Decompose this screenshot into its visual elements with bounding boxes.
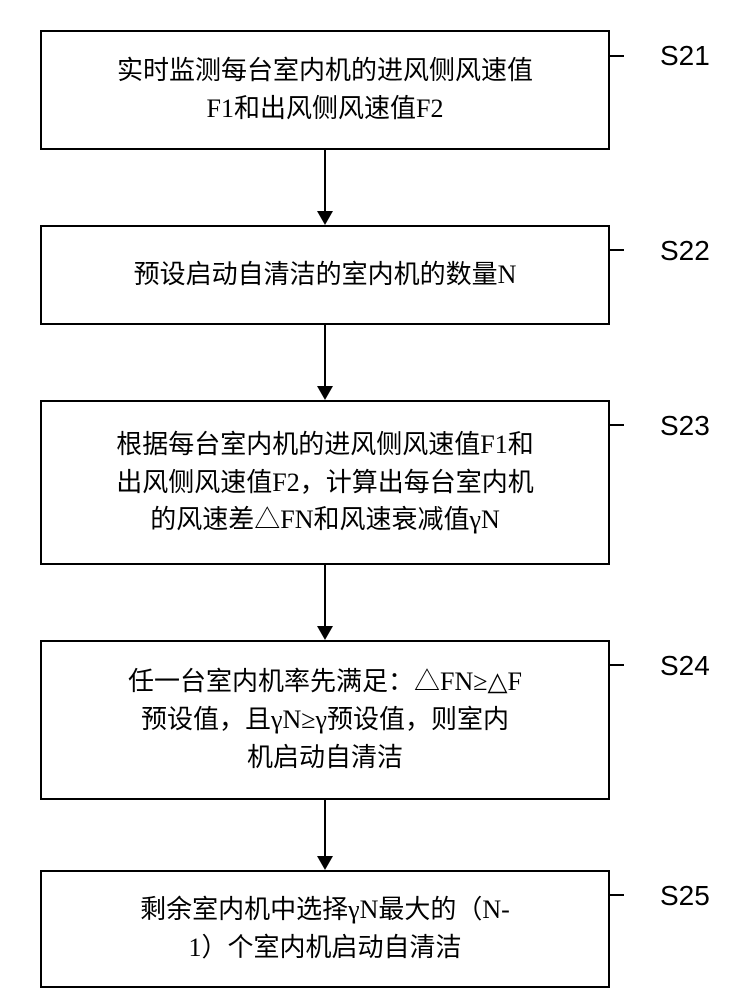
step-label-s25: S25 (660, 880, 710, 912)
label-tick (610, 894, 624, 896)
flow-node-s21: 实时监测每台室内机的进风侧风速值 F1和出风侧风速值F2 (40, 30, 610, 150)
step-label-s24: S24 (660, 650, 710, 682)
label-tick (610, 249, 624, 251)
arrow-line (324, 800, 326, 856)
label-tick (610, 55, 624, 57)
flow-node-text: 实时监测每台室内机的进风侧风速值 F1和出风侧风速值F2 (117, 52, 533, 127)
arrow-head-icon (317, 386, 333, 400)
flow-node-text: 剩余室内机中选择γN最大的（N- 1）个室内机启动自清洁 (140, 891, 510, 966)
flow-node-text: 预设启动自清洁的室内机的数量N (134, 256, 517, 294)
label-tick (610, 664, 624, 666)
flow-node-s23: 根据每台室内机的进风侧风速值F1和 出风侧风速值F2，计算出每台室内机 的风速差… (40, 400, 610, 565)
flow-node-s22: 预设启动自清洁的室内机的数量N (40, 225, 610, 325)
arrow-head-icon (317, 211, 333, 225)
flowchart-canvas: 实时监测每台室内机的进风侧风速值 F1和出风侧风速值F2 S21 预设启动自清洁… (0, 0, 753, 1000)
step-label-s21: S21 (660, 40, 710, 72)
arrow-line (324, 325, 326, 386)
arrow-head-icon (317, 856, 333, 870)
arrow-line (324, 150, 326, 211)
arrow-head-icon (317, 626, 333, 640)
step-label-s22: S22 (660, 235, 710, 267)
label-tick (610, 424, 624, 426)
flow-node-text: 任一台室内机率先满足：△FN≥△F 预设值，且γN≥γ预设值，则室内 机启动自清… (128, 663, 522, 776)
flow-node-s24: 任一台室内机率先满足：△FN≥△F 预设值，且γN≥γ预设值，则室内 机启动自清… (40, 640, 610, 800)
flow-node-text: 根据每台室内机的进风侧风速值F1和 出风侧风速值F2，计算出每台室内机 的风速差… (116, 426, 533, 539)
arrow-line (324, 565, 326, 626)
flow-node-s25: 剩余室内机中选择γN最大的（N- 1）个室内机启动自清洁 (40, 870, 610, 988)
step-label-s23: S23 (660, 410, 710, 442)
